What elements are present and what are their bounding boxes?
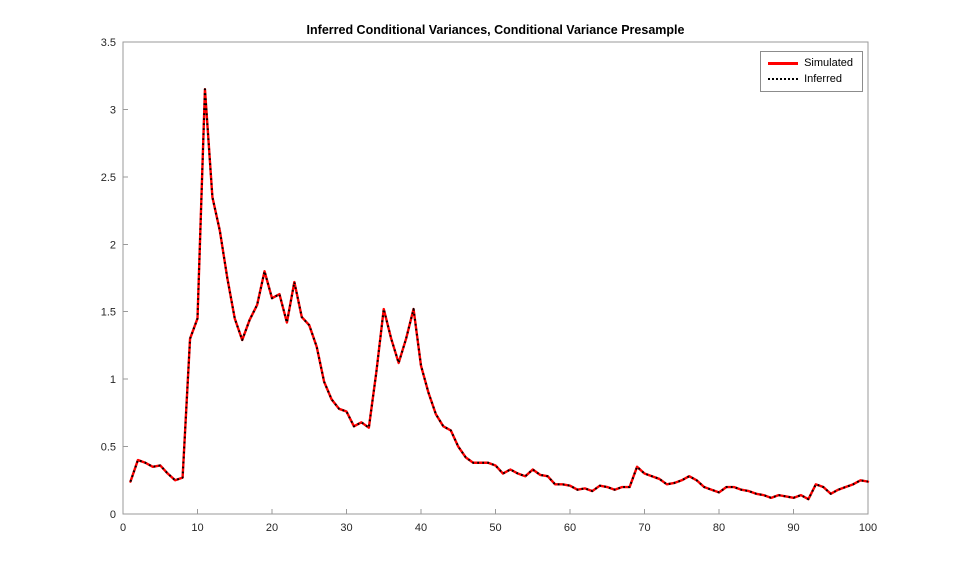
x-tick-label: 40	[415, 522, 427, 534]
x-tick-label: 50	[489, 522, 501, 534]
chart-title: Inferred Conditional Variances, Conditio…	[306, 23, 685, 37]
simulated-line-sample	[768, 61, 799, 65]
y-tick-label: 3	[110, 104, 116, 116]
x-tick-label: 10	[191, 522, 203, 534]
legend-label-inferred: Inferred	[804, 72, 842, 85]
y-tick-label: 2.5	[101, 172, 116, 184]
legend-label-simulated: Simulated	[804, 56, 853, 69]
y-tick-label: 2	[110, 239, 116, 251]
x-tick-label: 30	[340, 522, 352, 534]
inferred-line-sample	[768, 78, 799, 80]
x-tick-label: 90	[787, 522, 799, 534]
legend-entry-inferred[interactable]: Inferred	[768, 71, 853, 87]
x-tick-label: 20	[266, 522, 278, 534]
x-tick-label: 80	[713, 522, 725, 534]
legend-entry-simulated[interactable]: Simulated	[768, 55, 853, 71]
x-tick-label: 0	[120, 522, 126, 534]
x-tick-label: 70	[638, 522, 650, 534]
legend[interactable]: Simulated Inferred	[760, 51, 863, 92]
series-line-inferred	[129, 88, 869, 501]
x-tick-label: 60	[564, 522, 576, 534]
y-tick-label: 0	[110, 509, 116, 521]
y-tick-label: 1	[110, 374, 116, 386]
series-line-simulated	[129, 87, 870, 501]
axes-box	[122, 41, 869, 515]
y-tick-label: 0.5	[101, 442, 116, 454]
x-tick-label: 100	[859, 522, 877, 534]
y-tick-label: 1.5	[101, 307, 116, 319]
y-tick-label: 3.5	[101, 37, 116, 49]
